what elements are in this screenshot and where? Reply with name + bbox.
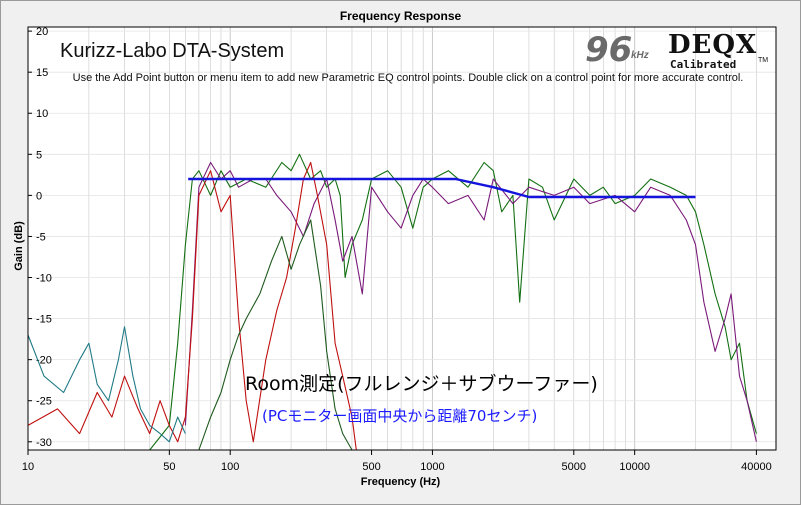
measurement-line-red <box>27 161 357 451</box>
target-curve-line[interactable] <box>188 177 696 199</box>
y-tick-label: -5 <box>36 231 46 243</box>
annotation-main: Room測定(フルレンジ＋サブウーファー) <box>245 373 598 395</box>
annotation-sub: (PCモニター画面中央から距離70センチ) <box>262 407 538 425</box>
app-title: Kurizz-Labo DTA-System <box>60 40 285 62</box>
y-tick-label: 15 <box>36 67 48 79</box>
x-tick-label: 10000 <box>619 461 650 473</box>
x-axis-label: Frequency (Hz) <box>360 476 441 488</box>
brand-tagline: Calibrated <box>670 58 737 71</box>
y-tick-label: -20 <box>36 355 52 367</box>
y-tick-label: 20 <box>36 26 48 38</box>
y-tick-label: -25 <box>36 396 52 408</box>
sample-rate-value: 96 <box>585 30 633 70</box>
plot-frame <box>27 26 777 451</box>
grid-layer <box>27 27 777 450</box>
x-tick-label: 100 <box>221 461 239 473</box>
y-tick-label: -15 <box>36 314 52 326</box>
measurement-line-dark_green <box>198 219 353 451</box>
x-tick-label: 1000 <box>420 461 444 473</box>
brand-trademark: TM <box>758 57 769 64</box>
y-tick-label: 0 <box>36 190 42 202</box>
y-tick-label: -30 <box>36 437 52 449</box>
x-tick-label: 50 <box>163 461 175 473</box>
chart-title: Frequency Response <box>339 9 462 23</box>
y-tick-label: 10 <box>36 108 48 120</box>
measurement-line-teal <box>27 326 186 443</box>
brand-logo: DEQX <box>668 30 758 60</box>
x-tick-label: 40000 <box>741 461 772 473</box>
series-layer <box>27 153 757 451</box>
instructions-text: Use the Add Point button or menu item to… <box>72 72 744 84</box>
x-tick-label: 5000 <box>562 461 586 473</box>
sample-rate-unit: kHz <box>631 50 649 61</box>
plot-area[interactable] <box>28 27 776 450</box>
tick-layer: 10 50 100 500 1000 5000 10000 4000020151050-5-1… <box>22 26 772 473</box>
y-axis-label-box: Gain (dB) <box>4 210 32 290</box>
x-tick-label: 500 <box>362 461 380 473</box>
x-tick-label: 10 <box>22 461 34 473</box>
y-tick-label: 5 <box>36 149 42 161</box>
y-tick-label: -10 <box>36 273 52 285</box>
y-axis-label: Gain (dB) <box>13 221 25 271</box>
